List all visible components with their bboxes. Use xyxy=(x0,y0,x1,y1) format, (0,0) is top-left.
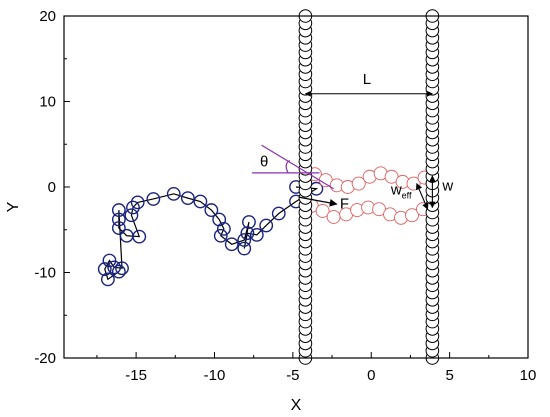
polymer-bead xyxy=(111,203,126,217)
y-axis-label: Y xyxy=(5,201,22,212)
x-tick-label: 0 xyxy=(367,367,375,384)
polymer-bead xyxy=(213,228,228,243)
x-axis-label: X xyxy=(291,397,302,414)
polymer-bead xyxy=(126,200,140,215)
channel-length-label: L xyxy=(363,71,371,88)
x-tick-label: -5 xyxy=(286,367,299,384)
polymer-bead xyxy=(111,221,126,235)
angle-arc xyxy=(285,159,291,174)
annotations: L θ F w weff xyxy=(252,71,453,212)
polymer-bead xyxy=(237,233,252,247)
polymer-bead xyxy=(249,227,264,242)
polymer-bead xyxy=(100,272,115,287)
y-tick-label: 0 xyxy=(48,179,56,196)
polymer-bead xyxy=(240,226,255,241)
y-tick-label: 20 xyxy=(39,8,56,25)
polymer-bead xyxy=(193,194,208,209)
force-arrow xyxy=(299,196,338,207)
polymer-bead xyxy=(204,203,219,217)
effective-width-label: weff xyxy=(390,182,412,201)
x-tick-label: -10 xyxy=(204,367,226,384)
polymer-bead xyxy=(242,215,256,229)
polymer-bead xyxy=(119,228,134,243)
polymer-bond-line xyxy=(104,186,319,281)
polymer-chain-beads xyxy=(97,180,324,287)
polymer-bead xyxy=(124,208,139,223)
polymer-bead xyxy=(180,191,195,206)
angle-label: θ xyxy=(260,153,268,170)
pore-width-label: w xyxy=(441,177,453,194)
y-tick-label: -20 xyxy=(34,350,56,367)
axis-ticks: -15 -10 -5 0 5 10 -20 -10 0 10 20 xyxy=(34,8,536,384)
angle-arm-slanted xyxy=(261,144,334,190)
channel-beads xyxy=(304,166,432,225)
polymer-bead xyxy=(166,186,181,201)
polymer-bead xyxy=(237,241,252,256)
channel-bead xyxy=(326,209,341,224)
y-tick-label: 10 xyxy=(39,94,56,111)
polymer-bead xyxy=(146,192,161,206)
polymer-bead xyxy=(259,218,274,233)
polymer-bead xyxy=(130,195,145,210)
polymer-bead xyxy=(115,261,129,276)
effective-width-main: w xyxy=(390,182,402,199)
polymer-bead xyxy=(111,264,126,279)
polymer-chain-bonds xyxy=(104,186,319,281)
y-tick-label: -10 xyxy=(34,265,56,282)
polymer-bead xyxy=(224,237,239,252)
polymer-bead xyxy=(111,212,126,227)
x-tick-label: 10 xyxy=(520,367,537,384)
x-tick-label: 5 xyxy=(445,367,453,384)
force-label: F xyxy=(340,195,349,212)
polymer-bead xyxy=(271,206,286,221)
x-tick-label: -15 xyxy=(125,367,147,384)
channel-bead xyxy=(351,176,366,191)
effective-width-arrow xyxy=(416,182,429,210)
polymer-bead xyxy=(97,262,112,276)
polymer-bead xyxy=(107,260,122,275)
effective-width-subscript: eff xyxy=(402,191,412,201)
channel-bead xyxy=(405,208,419,223)
polymer-bead xyxy=(212,212,227,227)
channel-bead xyxy=(315,203,330,218)
polymer-bead xyxy=(102,253,117,268)
